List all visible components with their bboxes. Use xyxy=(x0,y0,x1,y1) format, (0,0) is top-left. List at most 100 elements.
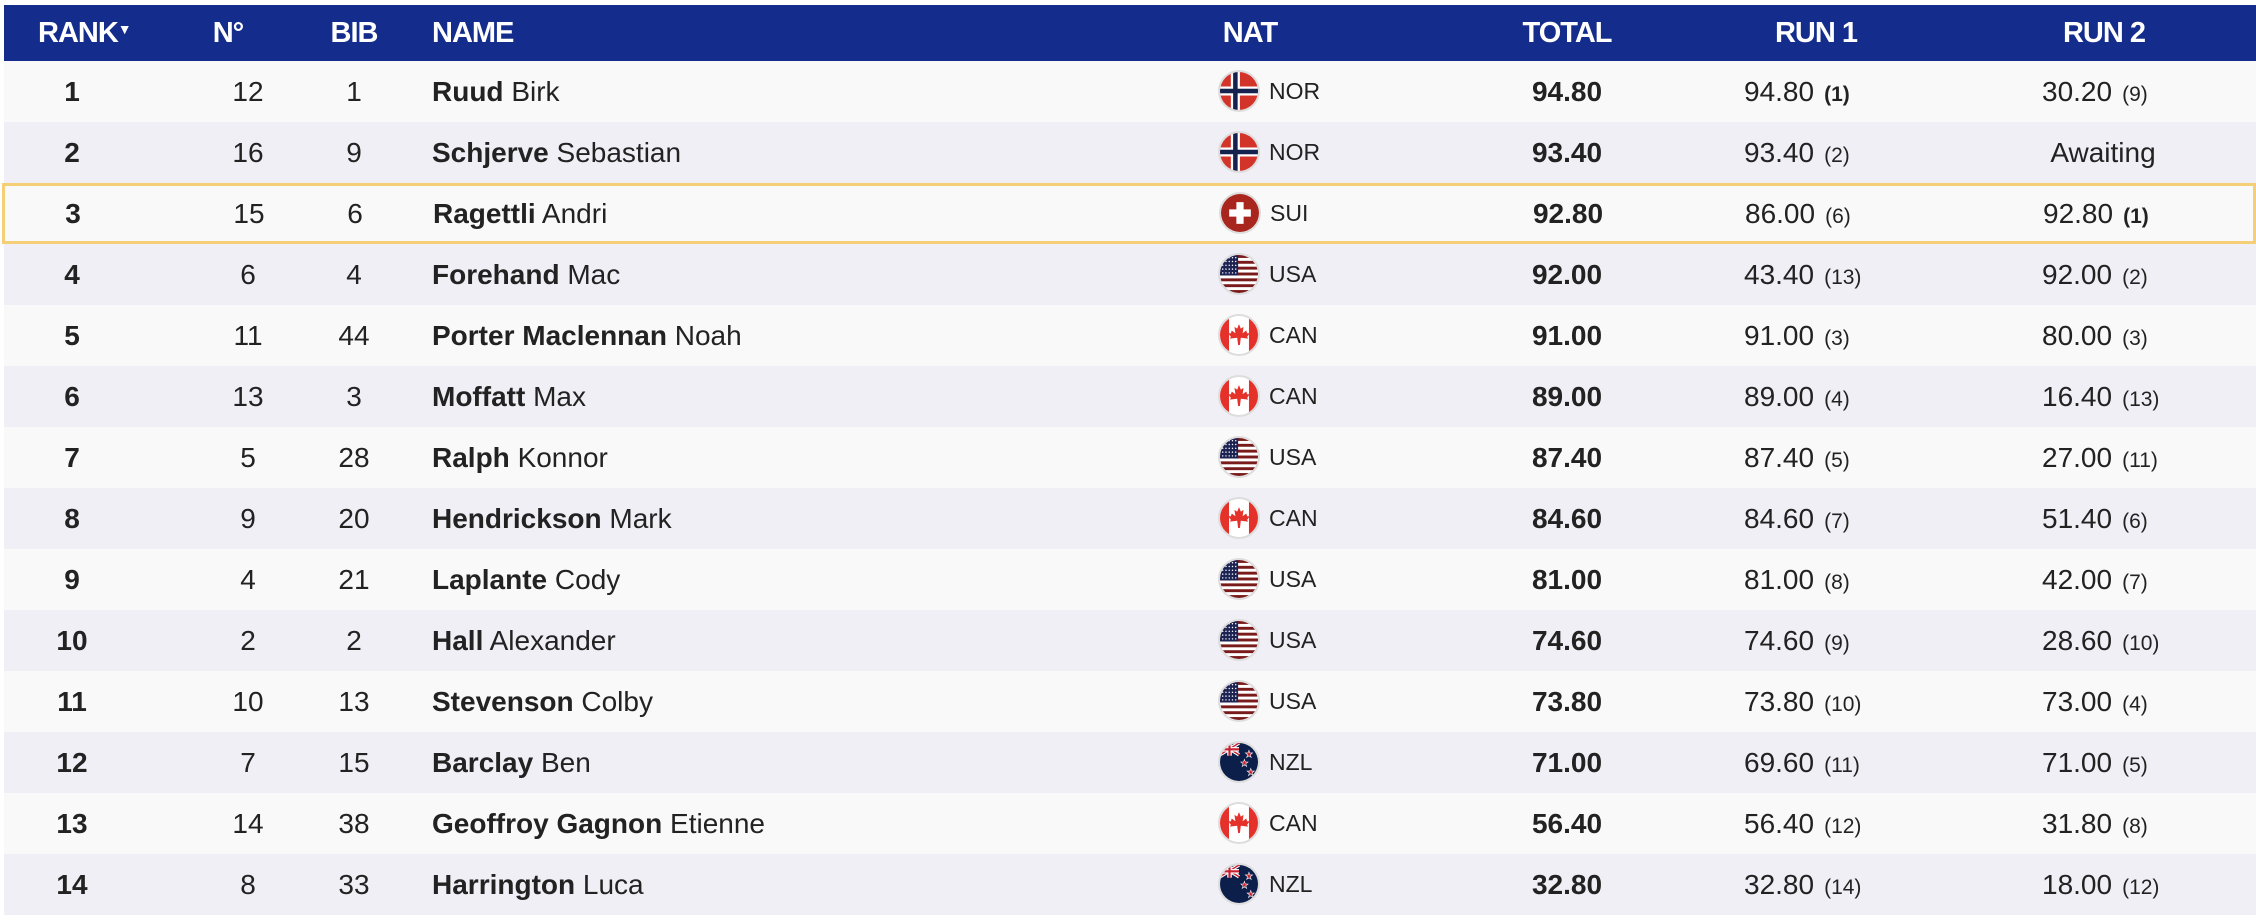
run1-rank: (12) xyxy=(1824,815,1862,838)
flag-can-icon xyxy=(1218,497,1260,539)
run2-rank: (10) xyxy=(2122,632,2160,655)
table-row[interactable]: 11 10 13 Stevenson Colby USA 73.80 73.80… xyxy=(4,671,2256,732)
table-row[interactable]: 9 4 21 Laplante Cody USA 81.00 81.00 (8) … xyxy=(4,549,2256,610)
flag-can-icon xyxy=(1218,375,1260,417)
run2-score: 27.00 xyxy=(2042,442,2113,473)
run2-rank: (1) xyxy=(2123,205,2149,228)
rank-cell: 10 xyxy=(56,625,88,656)
athlete-name[interactable]: Schjerve Sebastian xyxy=(432,122,681,183)
total-cell: 91.00 xyxy=(1531,320,1603,351)
table-row[interactable]: 2 16 9 Schjerve Sebastian NOR 93.40 93.4… xyxy=(4,122,2256,183)
table-row[interactable]: 10 2 2 Hall Alexander USA 74.60 74.60 (9)… xyxy=(4,610,2256,671)
table-row[interactable]: 5 11 44 Porter Maclennan Noah CAN 91.00 … xyxy=(4,305,2256,366)
table-row[interactable]: 8 9 20 Hendrickson Mark CAN 84.60 84.60 (… xyxy=(4,488,2256,549)
athlete-name[interactable]: Harrington Luca xyxy=(432,854,644,915)
last-name: Harrington xyxy=(432,869,576,900)
run1-cell: 43.40 (13) xyxy=(1744,244,1861,308)
nation-code: NOR xyxy=(1269,78,1321,104)
flag-nor-icon xyxy=(1218,131,1260,173)
run1-rank: (7) xyxy=(1824,510,1850,533)
run2-rank: (11) xyxy=(2122,449,2158,472)
run1-score: 93.40 xyxy=(1744,137,1815,168)
last-name: Porter Maclennan xyxy=(432,320,667,351)
table-row[interactable]: 7 5 28 Ralph Konnor USA 87.40 87.40 (5) 2… xyxy=(4,427,2256,488)
flag-can-icon xyxy=(1218,802,1260,844)
first-name: Etienne xyxy=(670,808,765,839)
run2-rank: (8) xyxy=(2122,815,2148,838)
athlete-name[interactable]: Geoffroy Gagnon Etienne xyxy=(432,793,765,854)
run2-score: 28.60 xyxy=(2042,625,2113,656)
run2-rank: (9) xyxy=(2122,83,2148,106)
flag-nzl-icon xyxy=(1218,863,1260,905)
table-row[interactable]: 3 15 6 Ragettli Andri SUI 92.80 86.00 (6)… xyxy=(2,183,2256,244)
athlete-name[interactable]: Moffatt Max xyxy=(432,366,586,427)
athlete-name[interactable]: Ragettli Andri xyxy=(433,186,607,241)
run1-cell: 89.00 (4) xyxy=(1744,366,1850,430)
bib-cell: 38 xyxy=(338,808,370,839)
first-name: Cody xyxy=(554,564,621,595)
nation-code: NOR xyxy=(1269,139,1321,165)
table-row[interactable]: 13 14 38 Geoffroy Gagnon Etienne CAN 56.… xyxy=(4,793,2256,854)
nation-code: CAN xyxy=(1269,810,1318,836)
run2-cell: 31.80 (8) xyxy=(2042,793,2148,857)
athlete-name[interactable]: Forehand Mac xyxy=(432,244,620,305)
athlete-name[interactable]: Hall Alexander xyxy=(432,610,616,671)
run1-score: 43.40 xyxy=(1744,259,1815,290)
column-run2-header: RUN 2 xyxy=(2062,17,2146,49)
rank-cell: 7 xyxy=(64,442,80,473)
run2-rank: (12) xyxy=(2122,876,2160,899)
run2-cell: 51.40 (6) xyxy=(2042,488,2148,552)
first-name: Colby xyxy=(581,686,653,717)
run1-score: 74.60 xyxy=(1744,625,1815,656)
athlete-name[interactable]: Porter Maclennan Noah xyxy=(432,305,742,366)
run2-score: 31.80 xyxy=(2042,808,2113,839)
first-name: Birk xyxy=(511,76,560,107)
no-cell: 8 xyxy=(240,869,256,900)
run1-score: 89.00 xyxy=(1744,381,1815,412)
table-row[interactable]: 6 13 3 Moffatt Max CAN 89.00 89.00 (4) 16… xyxy=(4,366,2256,427)
column-name-header: NAME xyxy=(432,17,514,49)
run1-rank: (4) xyxy=(1824,388,1850,411)
athlete-name[interactable]: Barclay Ben xyxy=(432,732,591,793)
athlete-name[interactable]: Ralph Konnor xyxy=(432,427,608,488)
run1-rank: (9) xyxy=(1824,632,1850,655)
run2-score: 42.00 xyxy=(2042,564,2113,595)
athlete-name[interactable]: Hendrickson Mark xyxy=(432,488,672,549)
nation-code: CAN xyxy=(1269,505,1318,531)
run2-score: 51.40 xyxy=(2042,503,2113,534)
athlete-name[interactable]: Ruud Birk xyxy=(432,61,560,122)
rank-cell: 12 xyxy=(56,747,88,778)
rank-cell: 13 xyxy=(56,808,88,839)
first-name: Sebastian xyxy=(556,137,682,168)
no-cell: 6 xyxy=(240,259,256,290)
rank-cell: 5 xyxy=(64,320,80,351)
column-rank-header[interactable]: RANK▼ xyxy=(38,17,132,50)
total-cell: 74.60 xyxy=(1531,625,1603,656)
run2-score: 92.00 xyxy=(2042,259,2113,290)
table-row[interactable]: 1 12 1 Ruud Birk NOR 94.80 94.80 (1) 30.2… xyxy=(4,61,2256,122)
run1-score: 91.00 xyxy=(1744,320,1815,351)
column-bib-header: BIB xyxy=(330,17,379,49)
no-cell: 5 xyxy=(240,442,256,473)
run1-rank: (6) xyxy=(1825,205,1851,228)
last-name: Ralph xyxy=(432,442,510,473)
run1-score: 81.00 xyxy=(1744,564,1815,595)
last-name: Barclay xyxy=(432,747,534,778)
table-row[interactable]: 12 7 15 Barclay Ben NZL 71.00 69.60 (11) … xyxy=(4,732,2256,793)
last-name: Laplante xyxy=(432,564,548,595)
nation-code: SUI xyxy=(1270,200,1309,226)
no-cell: 9 xyxy=(240,503,256,534)
athlete-name[interactable]: Laplante Cody xyxy=(432,549,620,610)
run1-rank: (1) xyxy=(1824,83,1850,106)
table-row[interactable]: 4 6 4 Forehand Mac USA 92.00 43.40 (13) 9… xyxy=(4,244,2256,305)
nation-code: USA xyxy=(1269,688,1317,714)
athlete-name[interactable]: Stevenson Colby xyxy=(432,671,653,732)
run1-score: 56.40 xyxy=(1744,808,1815,839)
first-name: Ben xyxy=(540,747,591,778)
run1-rank: (3) xyxy=(1824,327,1850,350)
run2-rank: (7) xyxy=(2122,571,2148,594)
table-row[interactable]: 14 8 33 Harrington Luca NZL 32.80 32.80 (… xyxy=(4,854,2256,915)
run2-score: 92.80 xyxy=(2043,198,2114,229)
flag-usa-icon xyxy=(1218,253,1260,295)
run1-cell: 32.80 (14) xyxy=(1744,854,1861,918)
